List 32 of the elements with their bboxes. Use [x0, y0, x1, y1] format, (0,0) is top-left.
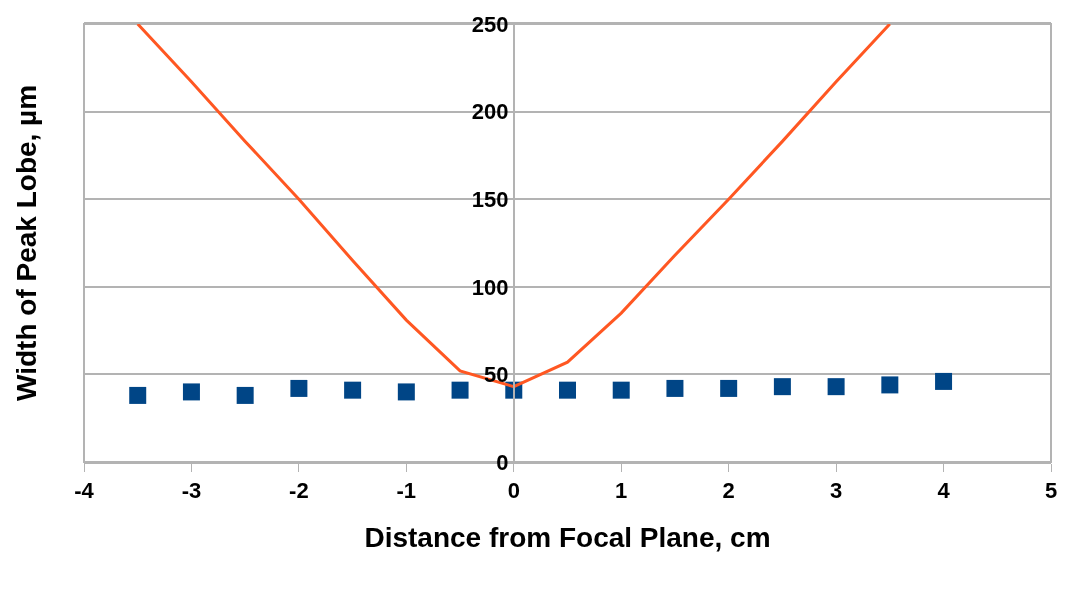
point	[827, 378, 845, 396]
x-tick-label: -2	[289, 478, 309, 504]
x-tick-label: -4	[74, 478, 95, 504]
point	[344, 381, 362, 399]
y-tick-label: 100	[471, 274, 509, 300]
point	[720, 379, 738, 397]
y-tick-label: 250	[471, 11, 509, 37]
y-tick-label: 150	[471, 186, 509, 212]
point	[666, 379, 684, 397]
point	[290, 379, 308, 397]
x-tick-label: 3	[829, 478, 843, 504]
point	[935, 372, 953, 390]
x-tick-label: -1	[396, 478, 417, 504]
point	[397, 383, 415, 401]
point	[559, 381, 576, 399]
point	[612, 381, 630, 399]
x-tick-label: 1	[615, 478, 628, 504]
point	[236, 386, 254, 404]
point	[773, 378, 791, 396]
point	[881, 376, 899, 394]
point	[129, 386, 147, 404]
point	[451, 381, 469, 399]
x-tick-label: 2	[722, 478, 735, 504]
y-tick-label: 200	[471, 99, 509, 125]
x-axis-title: Distance from Focal Plane, cm	[364, 522, 771, 553]
point	[182, 383, 200, 401]
y-tick-label: 0	[496, 449, 509, 475]
y-axis-title: Width of Peak Lobe, µm	[10, 84, 42, 401]
x-tick-label: -3	[181, 478, 202, 504]
x-tick-label: 5	[1044, 478, 1058, 504]
y-tick-label: 50	[483, 362, 509, 388]
x-tick-label: 4	[937, 478, 951, 504]
